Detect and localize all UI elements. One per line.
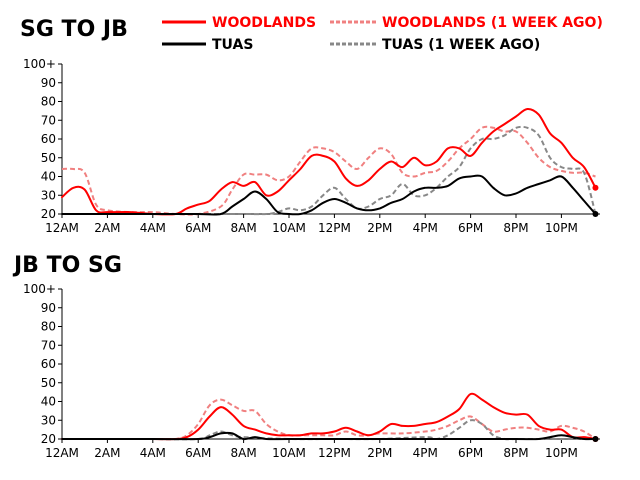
jb-to-sg-y-tick-label: 20 [41, 432, 56, 446]
jb-to-sg-series-tuas-week-ago [62, 419, 596, 441]
sg-to-jb-x-tick-label: 2PM [367, 221, 392, 235]
jb-to-sg-y-tick-label: 40 [41, 395, 56, 409]
legend-label-tuas: TUAS [212, 37, 253, 53]
sg-to-jb-y-tick-label: 100+ [23, 57, 56, 71]
jb-to-sg-y-tick-label: 100+ [23, 282, 56, 296]
jb-to-sg-x-tick-label: 8AM [231, 446, 257, 460]
jb-to-sg-x-tick-label: 4AM [140, 446, 166, 460]
jb-to-sg-x-tick-label: 4PM [413, 446, 438, 460]
jb-to-sg-end-marker-tuas [592, 436, 599, 442]
sg-to-jb-title: SG TO JB [20, 17, 128, 42]
sg-to-jb-x-tick-label: 12PM [318, 221, 351, 235]
jb-to-sg-y-tick-label: 50 [41, 376, 56, 390]
jb-to-sg-series-tuas [61, 431, 597, 441]
sg-to-jb-x-tick-label: 12AM [45, 221, 79, 235]
sg-to-jb-y-tick-label: 50 [41, 151, 56, 165]
sg-to-jb-y-tick-label: 40 [41, 170, 56, 184]
jb-to-sg-y-tick-label: 70 [41, 338, 56, 352]
sg-to-jb-x-tick-label: 4PM [413, 221, 438, 235]
sg-to-jb-x-tick-label: 8AM [231, 221, 257, 235]
sg-to-jb-end-marker-tuas [592, 211, 599, 217]
sg-to-jb-y-tick-label: 90 [41, 76, 56, 90]
sg-to-jb-x-tick-label: 4AM [140, 221, 166, 235]
sg-to-jb-series-woodlands-week-ago [61, 125, 596, 216]
sg-to-jb-y-tick-label: 60 [41, 132, 56, 146]
sg-to-jb-x-tick-label: 2AM [94, 221, 120, 235]
jb-to-sg-x-tick-label: 10PM [545, 446, 578, 460]
jb-to-sg-title: JB TO SG [12, 253, 122, 278]
sg-to-jb-x-tick-label: 10AM [272, 221, 306, 235]
jb-to-sg-y-tick-label: 60 [41, 357, 56, 371]
sg-to-jb-y-tick-label: 20 [41, 207, 56, 221]
sg-to-jb-x-tick-label: 8PM [503, 221, 528, 235]
sg-to-jb-y-tick-label: 30 [41, 188, 56, 202]
jb-to-sg-x-tick-label: 6AM [185, 446, 211, 460]
sg-to-jb-series-tuas-week-ago [62, 125, 597, 216]
sg-to-jb-series-tuas [61, 174, 597, 216]
sg-to-jb-y-tick-label: 80 [41, 95, 56, 109]
jb-to-sg-series-woodlands [61, 392, 597, 441]
legend: WOODLANDS WOODLANDS (1 WEEK AGO) TUAS TU… [162, 15, 603, 53]
jb-to-sg-x-tick-label: 12AM [45, 446, 79, 460]
jb-to-sg-y-tick-label: 30 [41, 413, 56, 427]
sg-to-jb-x-tick-label: 10PM [545, 221, 578, 235]
jb-to-sg-x-tick-label: 12PM [318, 446, 351, 460]
jb-to-sg-x-tick-label: 10AM [272, 446, 306, 460]
jb-to-sg-x-tick-label: 2AM [94, 446, 120, 460]
jb-to-sg-plot: 20 30 40 50 60 70 80 90 100+ 12AM 2AM 4AM 6AM 8AM 10AM… [23, 282, 600, 460]
jb-to-sg-x-tick-label: 2PM [367, 446, 392, 460]
sg-to-jb-end-marker-woodlands [592, 184, 599, 191]
legend-label-woodlands: WOODLANDS [212, 15, 316, 31]
legend-label-tuas-week-ago: TUAS (1 WEEK AGO) [382, 37, 540, 53]
legend-label-woodlands-week-ago: WOODLANDS (1 WEEK AGO) [382, 15, 603, 31]
sg-to-jb-plot: 20 30 40 50 60 70 80 90 100+ 12AM 2AM 4AM 6AM 8AM 10AM… [23, 57, 600, 235]
jb-to-sg-y-tick-label: 80 [41, 320, 56, 334]
sg-to-jb-y-tick-label: 70 [41, 113, 56, 127]
sg-to-jb-x-tick-label: 6PM [458, 221, 483, 235]
sg-to-jb-series-woodlands [61, 107, 597, 216]
sg-to-jb-x-tick-label: 6AM [185, 221, 211, 235]
jb-to-sg-x-tick-label: 8PM [503, 446, 528, 460]
jb-to-sg-x-tick-label: 6PM [458, 446, 483, 460]
jb-to-sg-y-tick-label: 90 [41, 301, 56, 315]
